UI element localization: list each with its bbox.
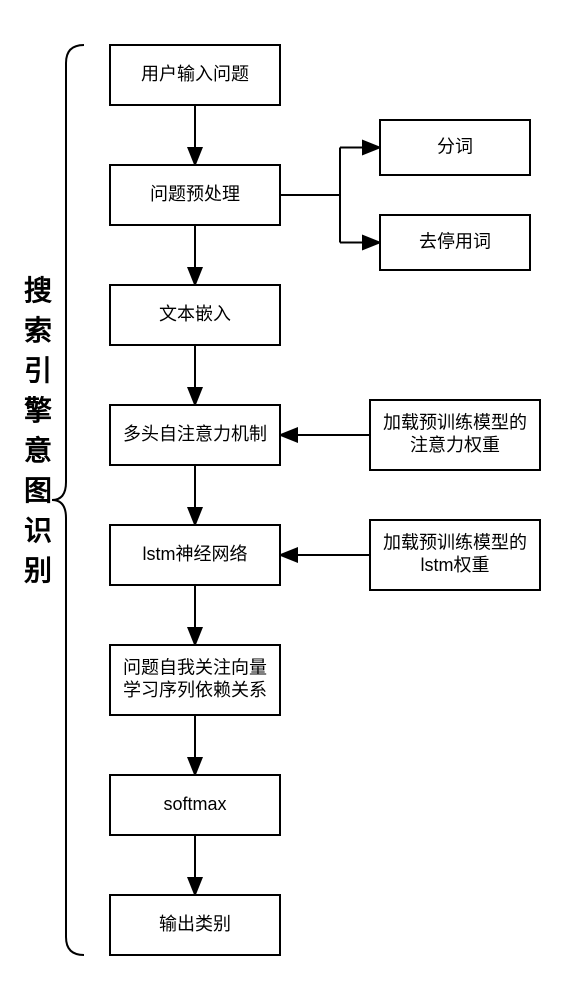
flow-node-label: 问题预处理 (150, 184, 240, 204)
flow-node-label: 输出类别 (159, 914, 231, 934)
flow-node-label: 学习序列依赖关系 (123, 680, 267, 700)
diagram-title-char: 识 (24, 515, 52, 546)
diagram-title-char: 引 (24, 355, 52, 386)
flow-node-label: softmax (163, 794, 226, 814)
diagram-title-char: 索 (24, 315, 52, 346)
diagram-title-char: 图 (24, 475, 52, 506)
diagram-title-char: 擎 (24, 394, 52, 426)
flow-node-label: 文本嵌入 (159, 304, 231, 324)
diagram-title-char: 意 (24, 434, 52, 466)
flow-node-label: 加载预训练模型的 (383, 533, 527, 553)
flow-node-label: 注意力权重 (410, 435, 500, 455)
flow-node-label: 多头自注意力机制 (123, 424, 267, 444)
flow-node-label: lstm权重 (421, 555, 490, 575)
flowchart-canvas: 搜索引擎意图识别 用户输入问题问题预处理文本嵌入多头自注意力机制 lstm神经网络问… (0, 0, 569, 1000)
flow-node-label: 用户输入问题 (141, 64, 249, 84)
flow-node-label: 分词 (437, 136, 473, 156)
flow-node-label: lstm神经网络 (143, 544, 248, 564)
flow-node-label: 问题自我关注向量 (123, 658, 267, 678)
diagram-title-char: 搜 (24, 275, 52, 306)
flow-node-label: 加载预训练模型的 (383, 413, 527, 433)
diagram-title-char: 别 (24, 555, 52, 586)
flow-node-label: 去停用词 (419, 231, 491, 251)
